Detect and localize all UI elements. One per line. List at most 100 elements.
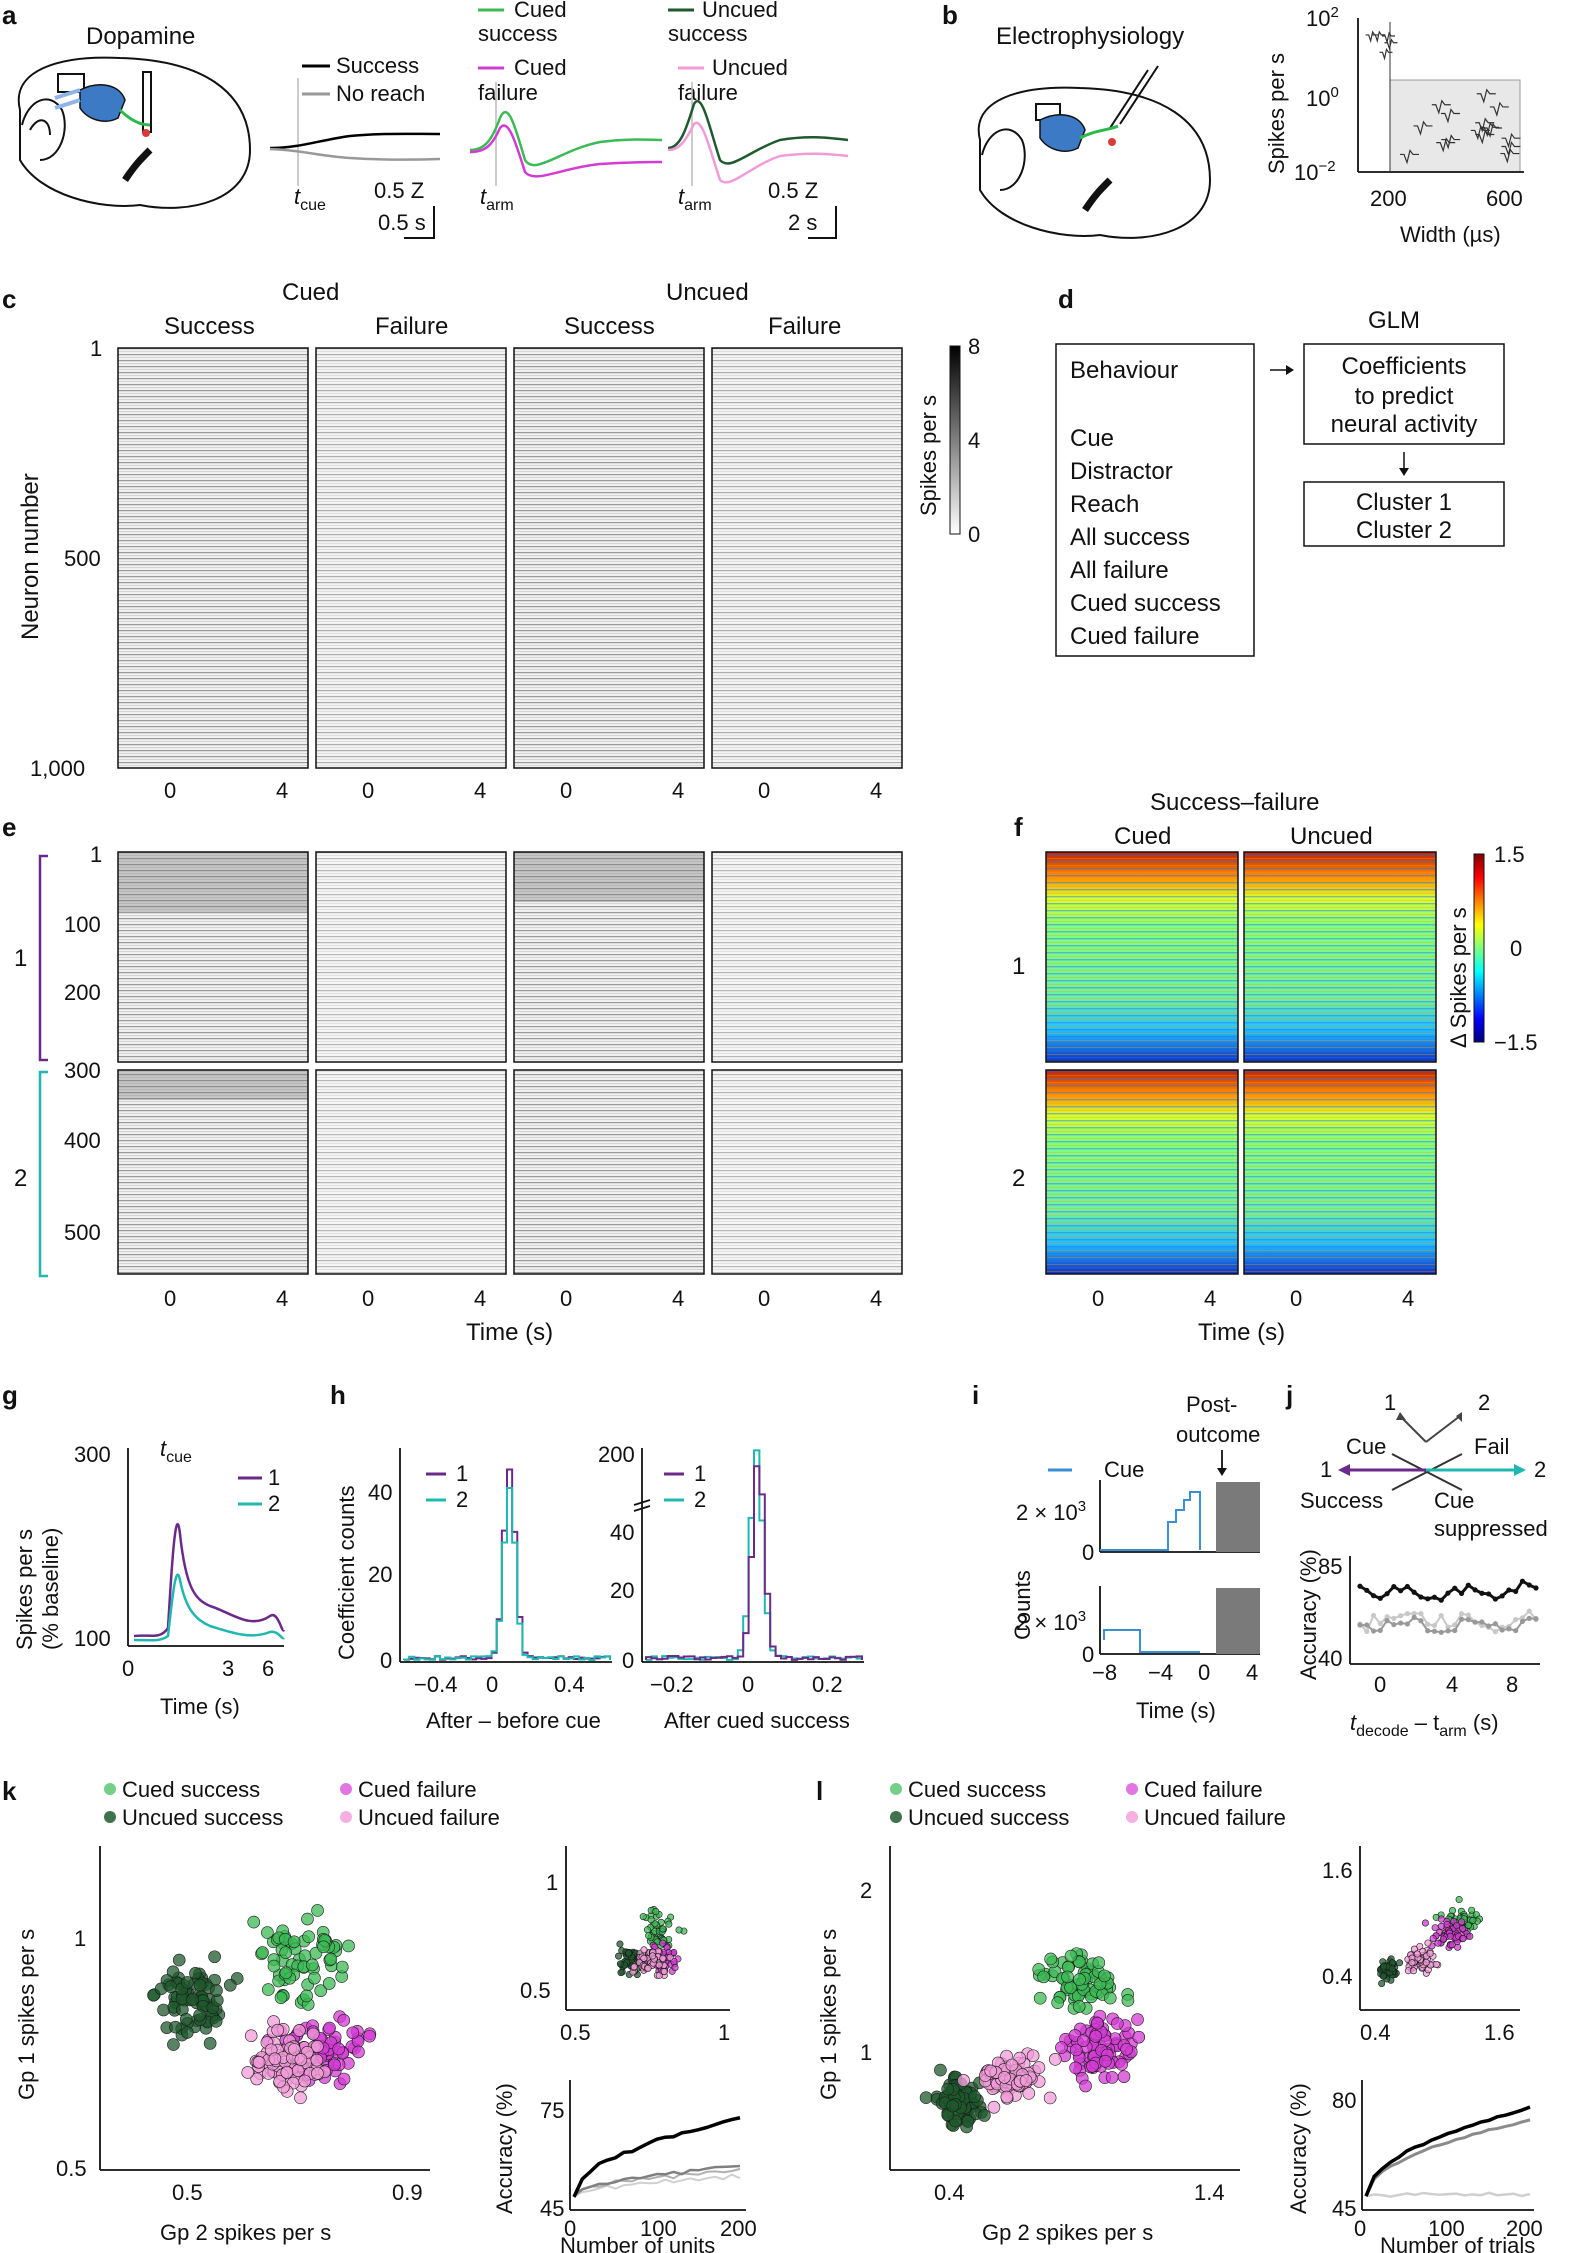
k-point	[301, 1912, 314, 1926]
k-legend-4: Uncued failure	[358, 1805, 500, 1830]
k-point	[293, 2024, 306, 2037]
l-point	[1077, 2034, 1090, 2048]
a-scalebar3	[808, 206, 837, 239]
g-trace-1	[133, 1523, 286, 1638]
a-legend-cued-failure-2: failure	[478, 80, 538, 105]
i-arrowhead	[1217, 1468, 1227, 1476]
b-waveform	[1501, 132, 1521, 149]
a-legend-cued-success-2: success	[478, 21, 557, 46]
i-top-hist	[1100, 1491, 1201, 1551]
k-inset-point	[640, 1946, 648, 1954]
b-vta	[1108, 138, 1116, 146]
l-point	[1019, 2074, 1033, 2087]
k-inset-point	[645, 1932, 653, 1940]
k-inset-xtick-05: 0.5	[560, 2020, 591, 2045]
l-point	[1037, 1970, 1050, 1984]
l-inset-xtick-04: 0.4	[1360, 2020, 1391, 2045]
k-inset-ytick-05: 0.5	[520, 1978, 551, 2003]
c-heatmap-3	[513, 347, 705, 769]
i-xtick-3: 0	[1198, 1660, 1210, 1685]
l-inset-point	[1432, 1960, 1440, 1968]
l-point	[1061, 1970, 1074, 1984]
l-accuracy-lines	[1364, 2105, 1531, 2198]
f-xtick-2b: 4	[1402, 1286, 1414, 1311]
h-left-ytick-20: 20	[368, 1562, 392, 1587]
e-xtick-4a: 0	[758, 1286, 770, 1311]
l-point	[1026, 2049, 1040, 2063]
c-ytick-2: 500	[64, 546, 101, 571]
brain-icon-b	[977, 65, 1212, 239]
g-ytick-100: 100	[74, 1626, 111, 1651]
panel-l: Cued success Cued failure Uncued success…	[816, 1777, 1543, 2253]
i-ylabel: Counts	[1010, 1570, 1035, 1640]
k-point	[193, 2008, 206, 2022]
e-cluster1-label: 1	[14, 945, 27, 972]
panel-c: Cued Uncued Success Failure Success Fail…	[17, 279, 980, 803]
panel-a: Dopamine Success No reach tcue 0.5 Z 0.5…	[17, 0, 849, 239]
j-cue-suppressed-1: Cue	[1434, 1488, 1474, 1513]
l-legend-3: Uncued success	[908, 1805, 1069, 1830]
b-waveform	[1501, 141, 1521, 157]
l-point	[1090, 2016, 1104, 2030]
a-scalebar1	[404, 206, 435, 239]
j-cue: Cue	[1346, 1434, 1386, 1459]
k-point	[244, 2029, 258, 2043]
k-inset-point	[659, 1954, 667, 1962]
h-legend-1: 1	[456, 1461, 468, 1486]
g-ylabel-1: Spikes per s	[12, 1529, 37, 1650]
i-post-1: Post-	[1186, 1392, 1237, 1417]
b-waveform	[1476, 88, 1496, 104]
h-right-ytick-40: 40	[610, 1520, 634, 1545]
e-heatmap-c1-1	[117, 851, 309, 1063]
l-legend-1: Cued success	[908, 1777, 1046, 1802]
l-xtick-04: 0.4	[934, 2180, 965, 2205]
l-inset-point	[1380, 1962, 1388, 1970]
j-line-shuffle-2	[1359, 1609, 1537, 1634]
b-striatum	[1039, 114, 1086, 152]
j-line-shuffle-1	[1359, 1616, 1537, 1634]
k-point	[288, 2043, 301, 2056]
b-shaded-region	[1389, 79, 1521, 173]
c-ytick-3: 1,000	[30, 756, 85, 781]
k-legend-1: Cued success	[122, 1777, 260, 1802]
f-xtick-1a: 0	[1092, 1286, 1104, 1311]
k-point	[167, 2038, 180, 2051]
k-point	[294, 2053, 308, 2066]
k-point	[250, 2072, 264, 2086]
panel-label-f: f	[1014, 812, 1023, 842]
l-point	[934, 2063, 947, 2077]
d-behaviour-0: Behaviour	[1070, 357, 1178, 384]
e-heatmap-c2-3	[513, 1069, 705, 1275]
e-heatmap-c1-3	[513, 851, 705, 1063]
brain-light-icon	[54, 88, 81, 110]
g-xtick-0: 0	[122, 1656, 134, 1681]
c-xtick-3a: 0	[560, 778, 572, 803]
b-waveform	[1436, 137, 1456, 153]
h-legend-2: 2	[456, 1487, 468, 1512]
k-point	[267, 1959, 281, 1973]
h-ylabel: Coefficient counts	[334, 1486, 359, 1660]
e-xtick-3a: 0	[560, 1286, 572, 1311]
i-xtick-2: −4	[1148, 1660, 1173, 1685]
l-acc-xtick-100: 100	[1428, 2216, 1465, 2241]
k-point	[287, 1935, 301, 1949]
j-n2: 2	[1478, 1390, 1490, 1415]
k-point	[302, 1930, 315, 1944]
panel-label-c: c	[2, 284, 16, 314]
h-right-ytick-0: 0	[622, 1648, 634, 1673]
e-ytick-300: 300	[64, 1058, 101, 1083]
l-inset-point	[1421, 1919, 1429, 1927]
l-legend-4: Uncued failure	[1144, 1805, 1286, 1830]
b-waveform	[1431, 99, 1451, 115]
k-xtick-05: 0.5	[172, 2180, 203, 2205]
l-inset-point	[1413, 1950, 1421, 1958]
f-colorbar	[1473, 853, 1485, 1043]
d-coef-0: Coefficients	[1342, 353, 1467, 380]
h-right-xlabel: After cued success	[664, 1708, 850, 1733]
b-waveform	[1475, 117, 1495, 133]
i-xlabel: Time (s)	[1136, 1698, 1216, 1723]
e-cluster2-bracket	[38, 1070, 48, 1278]
k-point	[298, 2074, 312, 2088]
l-point	[1072, 2000, 1086, 2013]
b-waveform	[1400, 149, 1420, 165]
